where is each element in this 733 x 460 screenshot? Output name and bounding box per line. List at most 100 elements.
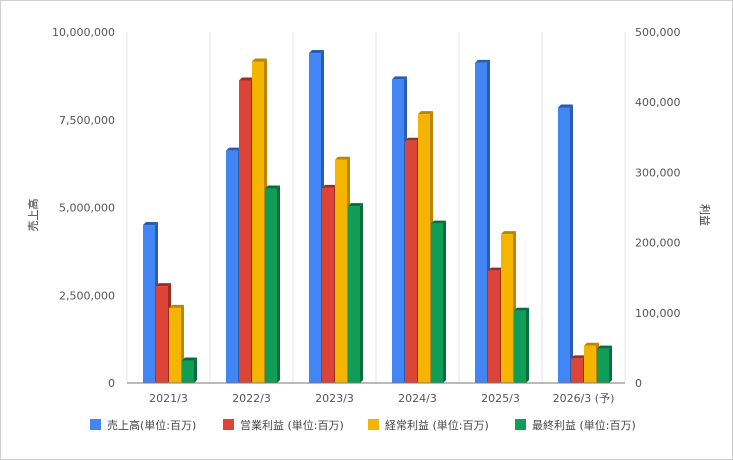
bar-side: [360, 203, 363, 383]
bar-front: [431, 223, 443, 383]
bar-front: [418, 114, 430, 383]
x-tick-label: 2022/3: [232, 392, 271, 405]
x-tick-label: 2024/3: [398, 392, 437, 405]
bar-5-0: [558, 104, 573, 383]
legend-swatch: [515, 419, 526, 430]
bar-front: [405, 140, 417, 383]
bar-top: [239, 77, 254, 81]
bar-3-1: [405, 137, 420, 383]
bar-front: [182, 360, 194, 383]
bar-top: [265, 185, 280, 189]
bars: [143, 50, 612, 384]
bar-top: [584, 342, 599, 346]
right-tick-label: 400,000: [635, 96, 681, 109]
bar-top: [322, 184, 337, 188]
bar-side: [194, 357, 197, 383]
bar-front: [584, 345, 596, 383]
bar-top: [226, 147, 241, 151]
bar-1-1: [239, 77, 254, 384]
bar-front: [156, 286, 168, 383]
bar-top: [252, 58, 267, 62]
bar-top: [392, 76, 407, 80]
legend-swatch: [223, 419, 234, 430]
right-tick-label: 100,000: [635, 307, 681, 320]
right-tick-label: 300,000: [635, 166, 681, 179]
bar-front: [252, 61, 264, 383]
bar-4-0: [475, 59, 490, 383]
bar-top: [405, 137, 420, 141]
bar-top: [182, 357, 197, 361]
bar-4-3: [514, 307, 529, 383]
legend-label: 営業利益 (単位:百万): [240, 418, 344, 432]
bar-side: [277, 185, 280, 383]
bar-top: [431, 220, 446, 224]
bar-5-1: [571, 355, 586, 383]
bar-3-0: [392, 76, 407, 383]
bar-side: [570, 104, 573, 383]
bar-front: [309, 53, 321, 384]
bar-3-3: [431, 220, 446, 383]
bar-front: [514, 310, 526, 383]
bar-front: [475, 62, 487, 383]
left-axis-title: 売上高: [26, 199, 40, 232]
bar-front: [143, 225, 155, 383]
bar-5-2: [584, 342, 599, 383]
bar-front: [392, 79, 404, 383]
bar-4-2: [501, 231, 516, 383]
left-tick-label: 7,500,000: [59, 114, 115, 127]
x-axis-ticks: 2021/3 2022/3 2023/3 2024/3 2025/3 2026/3 (予): [149, 392, 614, 405]
bar-top: [156, 283, 171, 287]
bar-front: [322, 187, 334, 383]
bar-top: [597, 345, 612, 349]
bar-1-2: [252, 58, 267, 383]
legend-label: 最終利益 (単位:百万): [532, 418, 636, 432]
left-tick-label: 0: [108, 377, 115, 390]
gridlines: [126, 32, 626, 383]
bar-front: [169, 307, 181, 383]
bar-top: [488, 267, 503, 271]
bar-top: [143, 222, 158, 226]
bar-front: [558, 107, 570, 383]
bar-front: [239, 80, 251, 384]
bar-0-1: [156, 283, 171, 383]
bar-0-0: [143, 222, 158, 383]
bar-front: [571, 358, 583, 383]
bar-2-0: [309, 50, 324, 384]
bar-front: [265, 188, 277, 383]
bar-4-1: [488, 267, 503, 383]
bar-top: [571, 355, 586, 359]
x-tick-label: 2026/3 (予): [553, 392, 615, 405]
bar-side: [443, 220, 446, 383]
left-axis-ticks: 0 2,500,000 5,000,000 7,500,000 10,000,000: [52, 26, 115, 390]
legend: 売上高(単位:百万) 営業利益 (単位:百万) 経常利益 (単位:百万) 最終利益 (…: [90, 418, 636, 432]
legend-item: 営業利益 (単位:百万): [223, 418, 344, 432]
legend-item: 売上高(単位:百万): [90, 418, 196, 432]
legend-swatch: [368, 419, 379, 430]
legend-item: 経常利益 (単位:百万): [368, 418, 489, 432]
bar-top: [475, 59, 490, 63]
left-tick-label: 5,000,000: [59, 202, 115, 215]
right-axis-title: 利益: [698, 204, 712, 226]
bar-top: [335, 156, 350, 160]
bar-0-3: [182, 357, 197, 383]
bar-front: [597, 348, 609, 383]
bar-side: [609, 345, 612, 383]
bar-side: [526, 307, 529, 383]
bar-3-2: [418, 111, 433, 383]
legend-item: 最終利益 (単位:百万): [515, 418, 636, 432]
legend-swatch: [90, 419, 101, 430]
bar-top: [169, 304, 184, 308]
bar-front: [226, 150, 238, 383]
right-tick-label: 200,000: [635, 237, 681, 250]
x-tick-label: 2025/3: [481, 392, 520, 405]
left-tick-label: 10,000,000: [52, 26, 115, 39]
bar-0-2: [169, 304, 184, 383]
left-tick-label: 2,500,000: [59, 289, 115, 302]
bar-1-0: [226, 147, 241, 383]
bar-top: [558, 104, 573, 108]
bar-front: [348, 206, 360, 383]
bar-top: [501, 231, 516, 235]
bar-top: [309, 50, 324, 54]
